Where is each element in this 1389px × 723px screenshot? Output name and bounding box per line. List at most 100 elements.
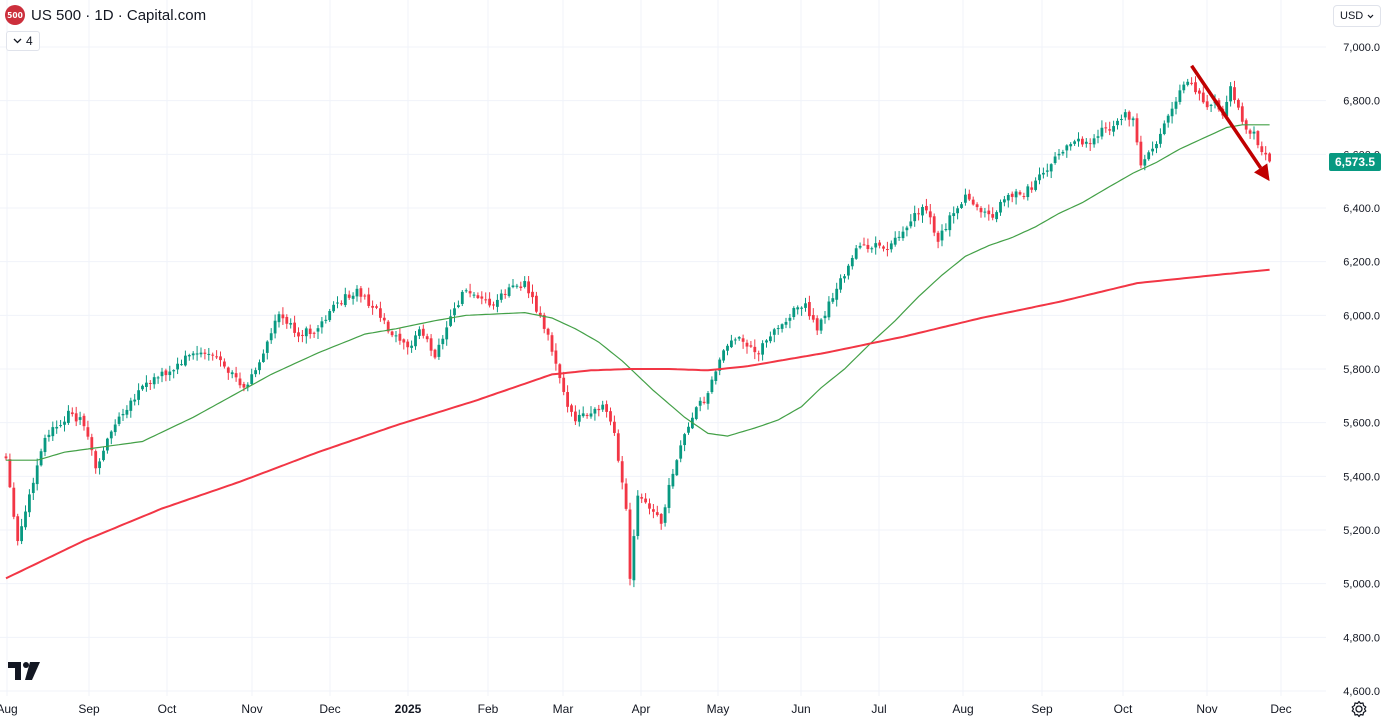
candle-body xyxy=(191,353,195,356)
candle-body xyxy=(406,341,410,348)
candle-body xyxy=(379,308,382,318)
symbol-logo[interactable]: 500 xyxy=(5,5,25,25)
candle-body xyxy=(839,278,842,290)
candle-body xyxy=(156,377,160,379)
candle-body xyxy=(648,503,651,509)
candle-body xyxy=(129,400,133,411)
candle-body xyxy=(952,213,956,217)
candle-body xyxy=(117,416,121,424)
candle-body xyxy=(480,296,484,299)
settings-icon[interactable] xyxy=(1350,700,1368,718)
candle-body xyxy=(441,338,445,345)
candle-body xyxy=(63,421,66,425)
candle-body xyxy=(878,242,881,246)
candle-body xyxy=(98,461,101,469)
candle-body xyxy=(258,362,261,371)
candle-body xyxy=(1084,141,1088,144)
candle-body xyxy=(535,295,538,312)
candle-body xyxy=(585,414,589,416)
candle-body xyxy=(1233,87,1236,101)
candle-body xyxy=(102,450,105,461)
candle-body xyxy=(457,305,460,308)
candle-body xyxy=(1256,131,1260,146)
candle-body xyxy=(1159,133,1162,144)
candle-body xyxy=(215,356,218,358)
candle-body xyxy=(597,408,601,411)
candle-body xyxy=(90,437,94,451)
candle-body xyxy=(1151,148,1154,152)
candle-body xyxy=(811,315,815,320)
candle-body xyxy=(121,413,125,416)
candle-body xyxy=(769,336,772,342)
candle-body xyxy=(398,333,402,341)
candle-body xyxy=(850,257,854,267)
candle-body xyxy=(772,329,776,335)
candle-body xyxy=(223,361,226,367)
candle-body xyxy=(1166,115,1170,123)
candle-body xyxy=(948,215,952,231)
candle-body xyxy=(1135,118,1139,143)
candle-body xyxy=(753,346,757,353)
candle-body xyxy=(234,373,238,378)
candle-body xyxy=(831,298,835,302)
x-tick-label: Nov xyxy=(1196,702,1217,716)
candle-body xyxy=(39,451,43,466)
indicators-toggle-button[interactable]: 4 xyxy=(6,31,40,51)
chart-header: 500 US 500 · 1D · Capital.com xyxy=(5,5,206,25)
candle-body xyxy=(211,354,215,356)
candle-body xyxy=(1186,81,1190,85)
candle-body xyxy=(936,232,940,242)
candle-body xyxy=(765,340,768,343)
candle-body xyxy=(1030,187,1034,190)
candle-body xyxy=(745,342,749,347)
candle-body xyxy=(137,390,140,400)
candle-body xyxy=(620,461,624,483)
candle-body xyxy=(246,384,250,388)
candle-body xyxy=(195,353,199,355)
candle-body xyxy=(24,511,27,528)
candle-body xyxy=(1252,131,1256,134)
candle-body xyxy=(1127,111,1131,120)
candle-body xyxy=(1131,118,1135,121)
candle-body xyxy=(1057,153,1061,156)
candle-body xyxy=(1049,164,1053,172)
candle-body xyxy=(757,353,761,355)
moving-average-slow-line xyxy=(5,268,1270,580)
candle-body xyxy=(570,405,573,412)
candle-body xyxy=(644,498,647,503)
candle-body xyxy=(944,229,948,231)
candle-body xyxy=(109,431,113,439)
chevron-down-icon xyxy=(13,38,22,44)
candle-body xyxy=(1139,141,1143,166)
candle-body xyxy=(667,484,671,508)
candle-body xyxy=(16,516,20,542)
y-tick-label: 6,800.0 xyxy=(1343,96,1380,108)
tradingview-logo[interactable] xyxy=(8,662,40,680)
candle-body xyxy=(694,407,698,419)
grid-lines xyxy=(0,0,1326,696)
candle-body xyxy=(371,305,374,308)
candle-body xyxy=(47,434,51,438)
currency-select[interactable]: USD xyxy=(1333,5,1381,27)
candle-body xyxy=(445,327,449,340)
symbol-title[interactable]: US 500 · 1D · Capital.com xyxy=(31,6,207,24)
candle-body xyxy=(176,363,179,370)
candle-body xyxy=(624,483,628,509)
x-tick-label: May xyxy=(707,702,730,716)
candle-body xyxy=(351,295,355,299)
candle-body xyxy=(574,411,577,422)
candle-body xyxy=(566,392,569,407)
candle-body xyxy=(519,286,523,288)
candle-body xyxy=(242,383,246,388)
candle-body xyxy=(640,497,644,499)
candle-body xyxy=(152,377,156,385)
candle-body xyxy=(882,246,885,249)
candle-body xyxy=(593,408,597,414)
candle-body xyxy=(971,199,975,205)
candle-body xyxy=(148,382,152,384)
y-tick-label: 4,600.0 xyxy=(1343,686,1380,698)
candle-body xyxy=(343,294,347,306)
candle-body xyxy=(800,307,803,309)
candle-body xyxy=(449,316,452,326)
